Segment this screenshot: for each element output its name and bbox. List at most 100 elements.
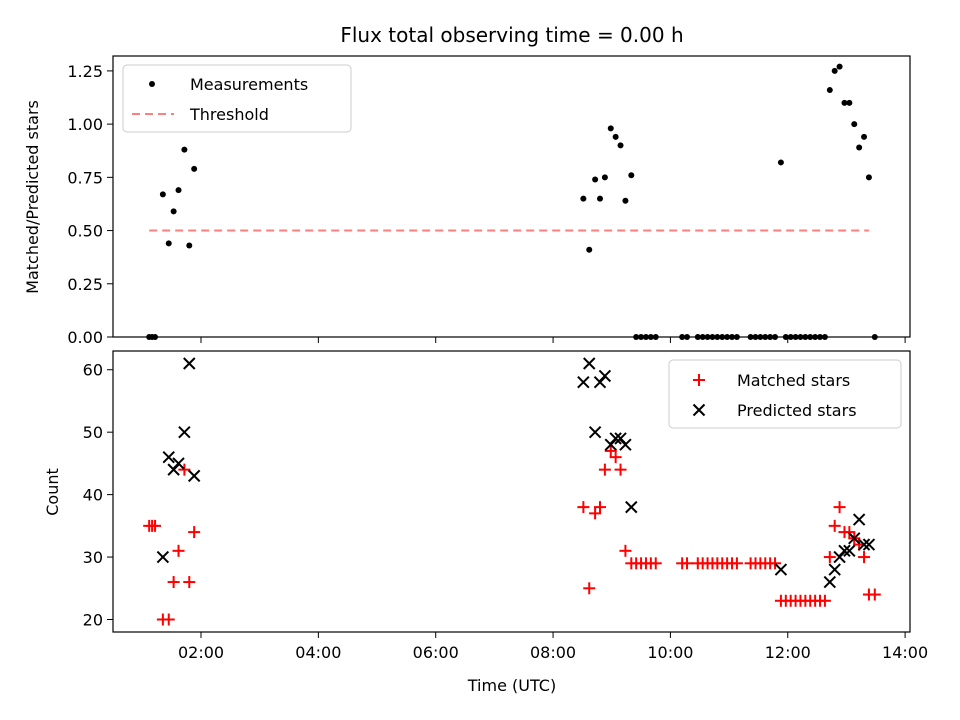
predicted-star-point — [823, 575, 837, 589]
measurement-point — [812, 334, 819, 340]
matched-star-point — [681, 557, 694, 570]
legend-matched-marker — [693, 374, 705, 386]
measurement-point — [647, 334, 654, 340]
legend-predicted-marker — [692, 403, 706, 417]
measurement-point — [592, 176, 599, 183]
predicted-star-point — [172, 457, 185, 470]
measurement-point — [719, 334, 726, 340]
bottom-y-tick-label: 30 — [83, 548, 103, 567]
measurement-point — [638, 334, 645, 340]
measurement-point — [586, 246, 593, 253]
matched-star-point — [589, 507, 602, 520]
predicted-star-point — [577, 376, 590, 389]
predicted-star-point — [848, 532, 861, 545]
measurement-point — [752, 334, 759, 340]
x-tick-label: 08:00 — [530, 643, 576, 662]
predicted-star-point — [183, 357, 196, 370]
x-tick-label: 04:00 — [295, 643, 341, 662]
predicted-star-point — [857, 538, 871, 551]
measurement-point — [170, 208, 177, 215]
measurement-point — [597, 195, 604, 202]
x-tick-label: 06:00 — [413, 643, 459, 662]
top-y-tick-label: 0.25 — [67, 275, 103, 294]
cross-stroke-b — [619, 438, 632, 451]
measurement-point — [797, 334, 804, 340]
cross-stroke-b — [172, 457, 185, 470]
cross-stroke-b — [187, 469, 201, 483]
measurement-point — [792, 334, 799, 340]
matched-star-point — [823, 551, 836, 564]
cross-stroke-b — [848, 532, 861, 545]
measurement-point — [684, 334, 691, 340]
cross-stroke-b — [583, 357, 596, 370]
measurement-point — [181, 146, 188, 153]
legend-measurements-marker — [149, 81, 155, 87]
measurement-point — [622, 197, 629, 204]
bottom-legend-box — [668, 359, 902, 429]
predicted-star-point — [187, 469, 201, 483]
measurement-point — [836, 63, 843, 70]
measurement-point — [694, 334, 701, 340]
bottom-axes-frame — [112, 350, 911, 633]
measurement-point — [729, 334, 736, 340]
predicted-star-point — [843, 544, 856, 558]
predicted-star-point — [828, 563, 841, 576]
predicted-star-point — [609, 432, 622, 445]
measurement-point — [747, 334, 754, 340]
measurement-point — [767, 334, 774, 340]
top-y-axis-label: Matched/Predicted stars — [23, 100, 42, 294]
measurement-point — [841, 99, 848, 106]
measurement-point — [865, 174, 872, 181]
measurement-point — [861, 133, 868, 140]
measurement-point — [628, 172, 635, 179]
measurement-point — [652, 334, 659, 340]
measurement-point — [152, 334, 159, 340]
matched-star-point — [858, 551, 871, 564]
bottom-y-tick-label: 40 — [83, 486, 103, 505]
cross-stroke-b — [609, 432, 622, 445]
predicted-star-point — [625, 500, 638, 514]
measurement-point — [642, 334, 649, 340]
x-tick-label: 12:00 — [765, 643, 811, 662]
measurement-point — [787, 334, 794, 340]
cross-stroke-b — [598, 369, 612, 383]
measurement-point — [871, 334, 878, 340]
top-y-tick-label: 1.25 — [67, 62, 103, 81]
matched-star-point — [188, 526, 201, 539]
measurement-point — [782, 334, 789, 340]
measurement-point — [617, 142, 624, 149]
matched-star-point — [178, 463, 191, 476]
matched-star-point — [833, 501, 846, 514]
top-y-tick-label: 1.00 — [67, 115, 103, 134]
matched-star-point — [183, 576, 196, 589]
measurement-point — [186, 242, 193, 249]
measurement-point — [724, 334, 731, 340]
measurement-point — [699, 334, 706, 340]
cross-stroke-b — [625, 500, 638, 514]
measurement-point — [601, 174, 608, 181]
measurement-point — [733, 334, 740, 340]
matched-star-point — [818, 594, 831, 607]
cross-stroke-b — [162, 450, 175, 464]
matched-star-point — [828, 519, 841, 532]
matched-star-point — [619, 544, 632, 557]
top-axes-frame — [112, 55, 911, 338]
matched-star-point — [172, 544, 185, 557]
measurement-point — [704, 334, 711, 340]
measurement-point — [856, 144, 863, 151]
bottom-plot-panel: 20 30 40 50 60 02:00 04:00 06:00 08:00 10:00 12:00… — [83, 350, 928, 662]
matched-star-point — [583, 582, 596, 595]
cross-stroke-b — [156, 550, 170, 564]
measurement-point — [831, 67, 838, 74]
matched-star-point — [577, 501, 590, 514]
measurement-point — [633, 334, 640, 340]
bottom-x-axis-label: Time (UTC) — [467, 676, 556, 695]
cross-stroke-b — [614, 432, 627, 445]
cross-stroke-b — [857, 538, 871, 551]
top-y-tick-label: 0.75 — [67, 168, 103, 187]
measurement-point — [175, 187, 182, 194]
top-chart-title: Flux total observing time = 0.00 h — [340, 23, 683, 47]
legend-measurements-label: Measurements — [190, 75, 308, 94]
measurement-point — [714, 334, 721, 340]
